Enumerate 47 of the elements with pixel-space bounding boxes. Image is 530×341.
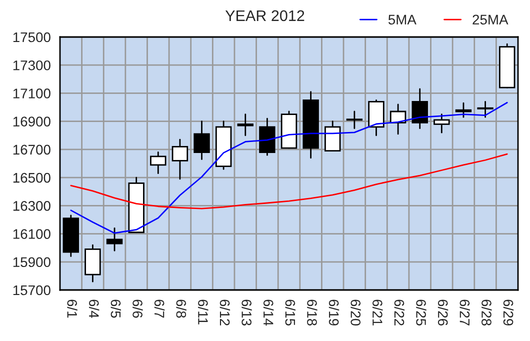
legend-label: 25MA [472,14,508,25]
x-tick-label: 6/20 [350,300,361,326]
x-tick-label: 6/1 [67,300,78,318]
candlestick [455,102,472,118]
x-tick-label: 6/14 [263,300,274,326]
x-tick-label: 6/15 [285,300,296,326]
line-series [70,102,508,234]
candlestick [172,138,188,180]
x-tick-label: 6/5 [110,300,121,318]
x-tick-label: 6/7 [154,300,165,318]
x-tick-label: 6/26 [438,300,448,326]
x-tick-label: 6/28 [482,300,492,326]
candlestick [434,114,450,134]
candlestick [106,227,123,252]
x-tick-label: 6/29 [503,300,514,326]
line-series [70,153,508,210]
x-tick-label: 6/13 [242,300,252,326]
x-tick-label: 6/11 [198,300,208,324]
y-tick-label: 17500 [13,32,50,42]
x-tick-label: 6/27 [460,300,470,326]
y-tick-label: 16700 [13,144,50,155]
candlestick [412,88,428,130]
y-tick-label: 17300 [13,60,50,70]
y-tick-label: 15700 [13,285,50,296]
candlestick [346,110,363,130]
y-tick-label: 16500 [13,172,50,183]
x-tick-label: 6/21 [372,300,383,326]
y-tick-label: 16100 [13,229,50,239]
x-tick-label: 6/19 [328,300,340,326]
candlestick [324,120,341,152]
x-tick-label: 6/22 [394,300,405,326]
x-tick-label: 6/25 [416,300,426,326]
y-tick-label: 16300 [13,201,50,211]
candlestick [194,120,210,160]
x-tick-label: 6/6 [132,300,143,318]
candlestick [237,114,254,136]
x-tick-label: 6/8 [176,300,186,318]
y-tick-label: 16900 [13,116,50,127]
y-tick-label: 17100 [13,88,50,98]
x-tick-label: 6/4 [88,300,100,318]
candlestick [150,152,166,174]
x-tick-label: 6/12 [220,300,230,326]
candlestick [477,100,494,118]
y-tick-label: 15900 [13,257,50,268]
legend-label: 5MA [388,14,416,25]
x-tick-label: 6/18 [307,300,318,326]
chart-title: YEAR 2012 [225,10,304,22]
